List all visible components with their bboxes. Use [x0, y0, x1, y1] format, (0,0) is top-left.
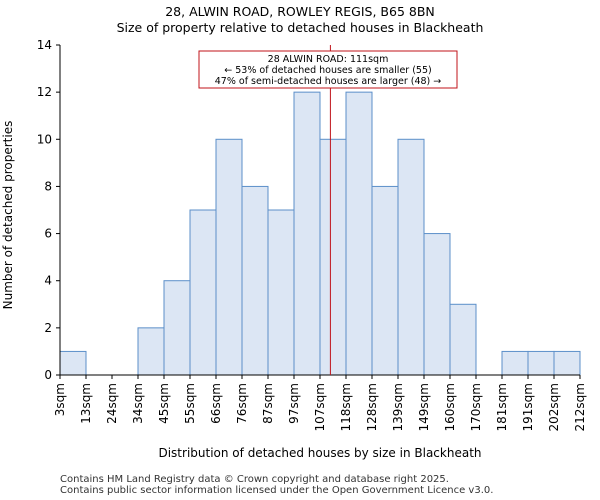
annotation-line: ← 53% of detached houses are smaller (55…	[224, 65, 431, 76]
bar-3sqm	[59, 350, 87, 376]
x-tick-label: 212sqm	[573, 383, 587, 431]
bar-87sqm	[267, 209, 295, 376]
bar-191sqm	[527, 350, 555, 376]
x-tick-label: 107sqm	[313, 383, 327, 431]
y-tick-label: 4	[44, 274, 52, 288]
x-tick-label: 170sqm	[469, 383, 483, 431]
x-tick-label: 87sqm	[261, 383, 275, 424]
y-tick-label: 12	[37, 85, 52, 99]
bar-149sqm	[423, 233, 451, 376]
bar-97sqm	[293, 91, 321, 376]
chart-title: Size of property relative to detached ho…	[116, 20, 484, 35]
x-tick-label: 45sqm	[157, 383, 171, 424]
annotation-line: 47% of semi-detached houses are larger (…	[215, 76, 442, 87]
x-axis-label: Distribution of detached houses by size …	[158, 446, 481, 460]
x-tick-label: 97sqm	[287, 383, 301, 424]
bar-181sqm	[501, 350, 529, 376]
annotation-box	[198, 50, 458, 89]
x-tick-label: 34sqm	[131, 383, 145, 424]
x-tick-label: 160sqm	[443, 383, 457, 431]
bar-55sqm	[189, 209, 217, 376]
x-tick-label: 139sqm	[391, 383, 405, 431]
x-tick-label: 118sqm	[339, 383, 353, 431]
y-tick-label: 0	[44, 368, 52, 382]
x-tick-label: 191sqm	[521, 383, 535, 431]
y-tick-label: 14	[37, 38, 52, 52]
x-tick-label: 149sqm	[417, 383, 431, 431]
x-tick-label: 24sqm	[105, 383, 119, 424]
bar-202sqm	[553, 350, 581, 376]
x-tick-label: 76sqm	[235, 383, 249, 424]
bar-128sqm	[371, 185, 399, 376]
bar-118sqm	[345, 91, 373, 376]
chart-title-address: 28, ALWIN ROAD, ROWLEY REGIS, B65 8BN	[165, 4, 435, 19]
y-tick-label: 6	[44, 227, 52, 241]
annotation-line: 28 ALWIN ROAD: 111sqm	[268, 54, 389, 65]
bar-139sqm	[397, 138, 425, 376]
x-tick-label: 181sqm	[495, 383, 509, 431]
bar-76sqm	[241, 185, 269, 376]
bar-160sqm	[449, 303, 477, 376]
x-tick-label: 202sqm	[547, 383, 561, 431]
y-tick-label: 8	[44, 179, 52, 193]
bar-34sqm	[137, 327, 165, 376]
x-tick-label: 13sqm	[79, 383, 93, 424]
x-tick-label: 128sqm	[365, 383, 379, 431]
bar-45sqm	[163, 280, 191, 376]
footer-copyright: Contains HM Land Registry data © Crown c…	[60, 474, 449, 485]
x-tick-label: 55sqm	[183, 383, 197, 424]
x-tick-label: 3sqm	[53, 383, 67, 416]
y-tick-label: 2	[44, 321, 52, 335]
x-tick-label: 66sqm	[209, 383, 223, 424]
y-tick-label: 10	[37, 132, 52, 146]
footer-licence: Contains public sector information licen…	[60, 485, 494, 496]
bar-66sqm	[215, 138, 243, 376]
bar-107sqm	[319, 138, 347, 376]
